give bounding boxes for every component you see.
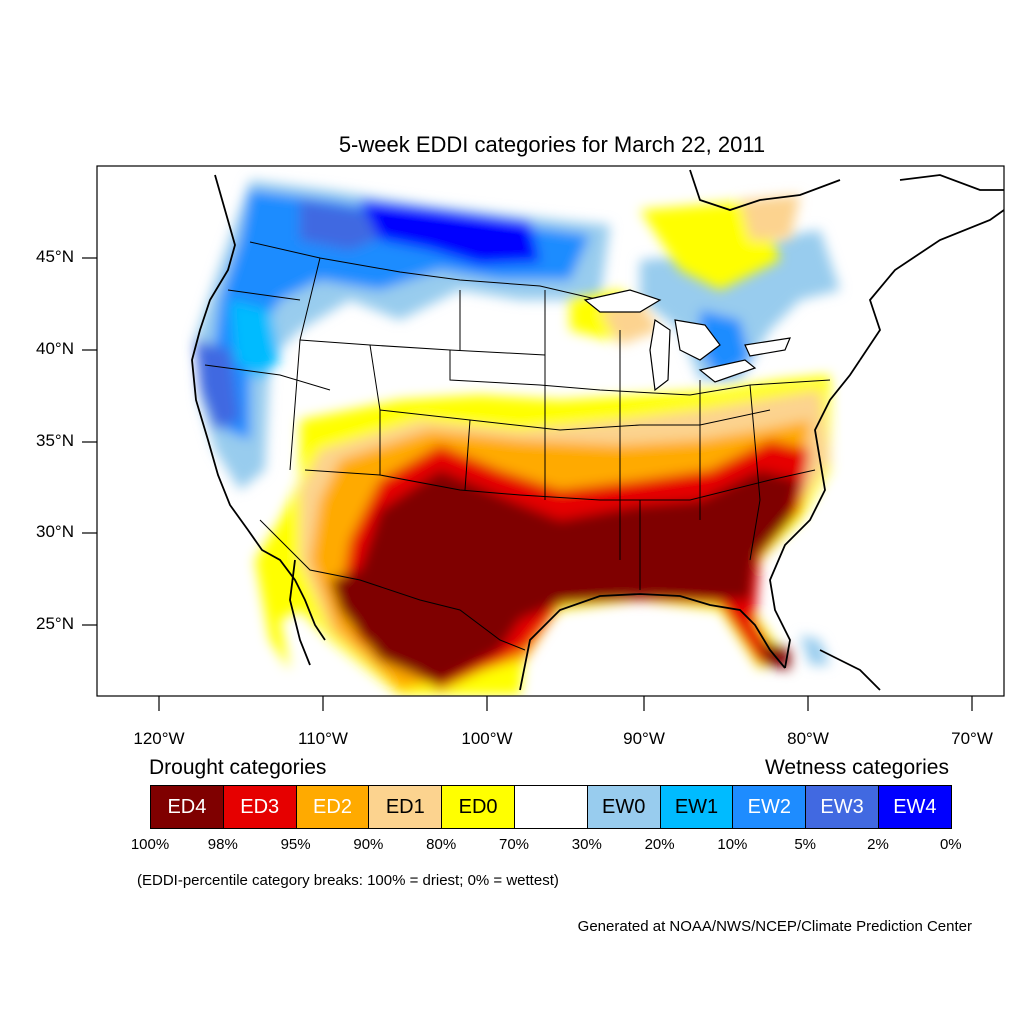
legend-percentile-label: 5% <box>794 836 817 853</box>
lat-label-30: 30°N <box>36 522 74 541</box>
legend-percentile-label: 70% <box>498 836 530 853</box>
lon-ticks <box>158 696 973 711</box>
map-frame <box>96 165 1005 697</box>
lon-label-110: 110°W <box>298 729 348 748</box>
lat-label-35: 35°N <box>36 431 74 450</box>
legend-percentile-label: 95% <box>280 836 311 853</box>
coastlines <box>191 169 1004 691</box>
lon-label-90: 90°W <box>623 729 665 748</box>
legend-percentile-label: 20% <box>644 836 675 853</box>
legend-percentile-label: 90% <box>353 836 384 853</box>
legend-box-ed3: ED3 <box>222 785 297 829</box>
legend-box-ew1: EW1 <box>659 785 734 829</box>
legend-box-ew4: EW4 <box>878 785 952 829</box>
legend-percentile-label: 10% <box>717 836 748 853</box>
legend-percentile-label: 2% <box>867 836 889 853</box>
legend-percentile-label: 30% <box>571 836 602 853</box>
wetness-categories-heading: Wetness categories <box>764 756 949 779</box>
legend-box-ed2: ED2 <box>295 785 370 829</box>
legend-box-neutral <box>514 785 588 829</box>
lon-label-70: 70°W <box>951 729 993 748</box>
drought-regions <box>255 195 830 695</box>
legend-box-ew2: EW2 <box>732 785 807 829</box>
lat-label-40: 40°N <box>36 339 74 358</box>
map-title: 5-week EDDI categories for March 22, 201… <box>338 132 766 157</box>
legend-percentile-label: 0% <box>939 836 962 853</box>
lon-label-80: 80°W <box>787 729 829 748</box>
legend-percentile-label: 98% <box>207 836 238 853</box>
lat-label-45: 45°N <box>36 247 74 266</box>
lon-label-100: 100°W <box>461 729 513 748</box>
legend-box-ew0: EW0 <box>586 785 661 829</box>
category-breaks-note: (EDDI-percentile category breaks: 100% =… <box>137 872 559 889</box>
lat-label-25: 25°N <box>36 614 74 633</box>
lon-label-120: 120°W <box>133 729 185 748</box>
legend-percentile-label: 80% <box>426 836 457 853</box>
state-boundaries <box>204 241 831 651</box>
legend-box-ed0: ED0 <box>441 785 515 829</box>
legend-percentile-label: 100% <box>130 836 170 853</box>
legend-box-ed4: ED4 <box>150 785 224 829</box>
credit-line: Generated at NOAA/NWS/NCEP/Climate Predi… <box>577 918 972 935</box>
great-lakes <box>583 289 791 392</box>
legend-box-ew3: EW3 <box>805 785 879 829</box>
lat-ticks <box>82 257 97 626</box>
legend-box-ed1: ED1 <box>368 785 443 829</box>
drought-categories-heading: Drought categories <box>149 756 327 779</box>
